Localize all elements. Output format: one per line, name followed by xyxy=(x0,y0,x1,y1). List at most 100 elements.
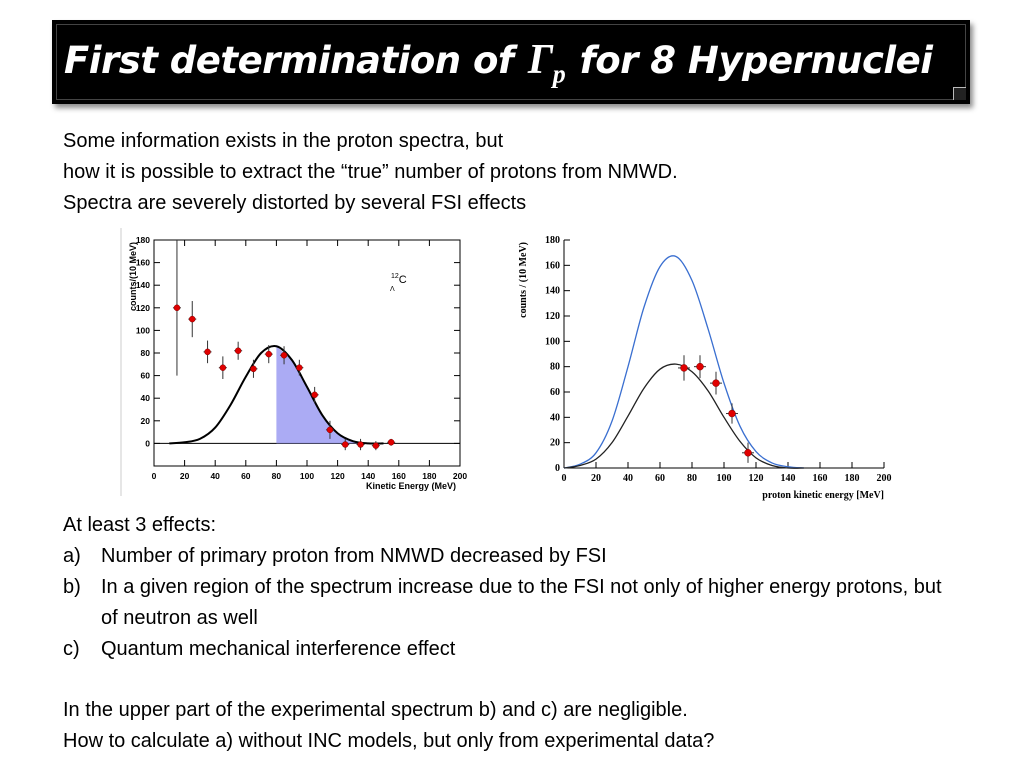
effect-marker: b) xyxy=(63,576,81,598)
y-axis-label: counts/(10 MeV) xyxy=(128,242,138,311)
x-tick-label: 80 xyxy=(687,473,697,484)
x-tick-label: 80 xyxy=(272,471,282,481)
y-tick-label: 120 xyxy=(545,311,560,322)
data-point xyxy=(234,347,242,354)
chart-model-spectrum: 0 20 40 60 80 100 120 140 160 180 200 0 20 40 60 80 100 1… xyxy=(518,235,892,501)
x-tick-label: 140 xyxy=(361,471,375,481)
x-tick-label: 60 xyxy=(655,473,665,484)
intro-line-3: Spectra are severely distorted by severa… xyxy=(63,192,527,214)
y-tick-label: 140 xyxy=(136,280,150,290)
effect-marker: a) xyxy=(63,545,81,567)
fit-curve xyxy=(169,344,384,445)
data-point xyxy=(265,350,272,358)
y-tick-label: 140 xyxy=(545,286,560,297)
y-tick-label: 80 xyxy=(550,362,560,373)
annotation-mass: 12 xyxy=(391,273,399,280)
conclusion-line-1: In the upper part of the experimental sp… xyxy=(63,699,688,721)
data-point xyxy=(696,362,704,371)
data-point xyxy=(680,364,688,372)
x-axis-label: proton kinetic energy [MeV] xyxy=(762,490,884,501)
data-point xyxy=(189,315,196,323)
y-tick-label: 100 xyxy=(136,325,150,335)
x-tick-label: 20 xyxy=(591,473,601,484)
data-point xyxy=(372,442,380,449)
x-tick-label: 160 xyxy=(813,473,828,484)
y-tick-label: 60 xyxy=(141,371,151,381)
data-point xyxy=(744,449,752,457)
data-point xyxy=(204,348,211,356)
chart-experimental-spectrum: 0 20 40 60 80 100 120 140 160 180 200 0 20 40 60 80 100 1… xyxy=(120,228,467,496)
data-point xyxy=(296,364,303,371)
data-point xyxy=(280,352,288,359)
y-tick-label: 180 xyxy=(136,235,150,245)
data-point xyxy=(250,365,257,373)
effect-item: b) In a given region of the spectrum inc… xyxy=(63,572,963,634)
y-tick-label: 20 xyxy=(550,438,560,449)
data-point xyxy=(173,304,181,312)
title-suffix: for 8 Hypernuclei xyxy=(579,39,933,82)
x-tick-label: 40 xyxy=(623,473,633,484)
x-tick-label: 200 xyxy=(453,471,467,481)
slide-title: First determination of Γp for 8 Hypernuc… xyxy=(64,36,933,98)
effect-text: Quantum mechanical interference effect xyxy=(101,638,456,660)
y-tick-label: 160 xyxy=(545,260,560,271)
y-tick-label: 20 xyxy=(141,416,151,426)
effect-text: Number of primary proton from NMWD decre… xyxy=(101,545,607,567)
conclusion-line-2: How to calculate a) without INC models, … xyxy=(63,730,715,752)
gamma-subscript: p xyxy=(552,59,566,89)
effects-section: At least 3 effects: a) Number of primary… xyxy=(63,510,963,665)
data-point xyxy=(342,441,349,448)
annotation-symbol: C xyxy=(399,274,407,286)
y-tick-label: 40 xyxy=(550,412,560,423)
y-tick-label: 0 xyxy=(145,438,150,448)
gamma-symbol: Γp xyxy=(527,37,566,88)
x-tick-label: 180 xyxy=(845,473,860,484)
intro-line-1: Some information exists in the proton sp… xyxy=(63,130,504,152)
data-point xyxy=(728,409,736,418)
x-tick-label: 40 xyxy=(210,471,220,481)
data-point xyxy=(712,379,720,387)
title-prefix: First determination of xyxy=(64,39,514,82)
shaded-region xyxy=(276,346,369,444)
effect-item: c) Quantum mechanical interference effec… xyxy=(63,634,963,665)
effect-marker: c) xyxy=(63,638,80,660)
x-axis-label: Kinetic Energy (MeV) xyxy=(366,481,456,491)
y-tick-label: 100 xyxy=(545,336,560,347)
title-banner: First determination of Γp for 8 Hypernuc… xyxy=(52,20,970,104)
data-point xyxy=(326,426,334,434)
y-tick-label: 60 xyxy=(550,387,560,398)
y-tick-label: 0 xyxy=(555,463,560,474)
data-point xyxy=(219,364,227,371)
x-tick-label: 160 xyxy=(392,471,406,481)
x-tick-label: 200 xyxy=(877,473,892,484)
x-tick-label: 60 xyxy=(241,471,251,481)
effect-text: In a given region of the spectrum increa… xyxy=(101,576,942,629)
annotation-lambda: Λ xyxy=(390,286,395,293)
data-point xyxy=(357,441,364,448)
x-tick-label: 0 xyxy=(152,471,157,481)
x-tick-label: 20 xyxy=(180,471,190,481)
y-tick-label: 40 xyxy=(141,393,151,403)
y-tick-label: 160 xyxy=(136,258,150,268)
x-tick-label: 100 xyxy=(300,471,314,481)
gamma-letter: Γ xyxy=(527,37,553,83)
y-axis-label: counts / (10 MeV) xyxy=(518,242,529,318)
fit-curve xyxy=(563,255,805,469)
page-curl-decoration xyxy=(953,87,966,100)
y-tick-label: 180 xyxy=(545,235,560,246)
x-tick-label: 180 xyxy=(422,471,436,481)
nucleus-annotation: 12C xyxy=(391,273,407,286)
x-tick-label: 0 xyxy=(562,473,567,484)
effect-item: a) Number of primary proton from NMWD de… xyxy=(63,541,963,572)
intro-text: Some information exists in the proton sp… xyxy=(63,126,678,219)
intro-line-2: how it is possible to extract the “true”… xyxy=(63,161,678,183)
data-point xyxy=(311,391,318,399)
conclusion-text: In the upper part of the experimental sp… xyxy=(63,695,714,757)
x-tick-label: 140 xyxy=(781,473,796,484)
y-tick-label: 120 xyxy=(136,303,150,313)
x-tick-label: 100 xyxy=(717,473,732,484)
y-tick-label: 80 xyxy=(141,348,151,358)
x-tick-label: 120 xyxy=(749,473,764,484)
x-tick-label: 120 xyxy=(331,471,345,481)
effects-heading: At least 3 effects: xyxy=(63,514,217,536)
